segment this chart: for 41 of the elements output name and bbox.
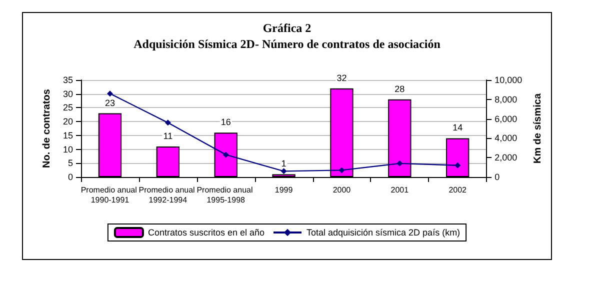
- x-tick-label: Promedio anual 1992-1994: [138, 186, 198, 204]
- y-axis-title: No. de contratos: [42, 88, 53, 168]
- y-tick-label: 5: [68, 158, 73, 168]
- data-label: 28: [394, 84, 405, 94]
- y2-tick-label: 6,000: [494, 114, 518, 124]
- x-tick-label: 1999: [274, 186, 294, 194]
- legend-label: Total adquisición sísmica 2D país (km): [306, 228, 460, 238]
- y-tick-label: 0: [68, 172, 73, 182]
- y2-tick-label: 8,000: [494, 94, 518, 104]
- point: [222, 152, 229, 158]
- y2-tick-label: 4,000: [494, 133, 518, 144]
- point: [396, 160, 403, 166]
- y-tick-label: 10: [62, 144, 73, 154]
- point: [338, 167, 345, 174]
- x-tick-label: Promedio anual 1990-1991: [80, 186, 140, 204]
- y-tick-label: 25: [62, 102, 73, 113]
- x-tick-label: 2000: [332, 186, 352, 194]
- y2-tick-label: 10,000: [494, 75, 522, 85]
- point: [164, 120, 171, 126]
- x-tick-label: 2001: [390, 186, 410, 194]
- data-label: 23: [104, 98, 115, 108]
- legend-label: Contratos suscritos en el año: [148, 228, 265, 238]
- x-tick-label: Promedio anual 1995-1998: [196, 186, 255, 204]
- x-tick-label: 2002: [448, 186, 468, 194]
- y2-tick-label: 2,000: [494, 152, 518, 163]
- data-label: 16: [220, 117, 231, 128]
- chart-subtitle: Adquisición Sísmica 2D- Número de contratos de asociación: [134, 37, 441, 51]
- point: [454, 162, 461, 168]
- point: [280, 168, 287, 174]
- y-tick-label: 30: [62, 88, 73, 99]
- chart-title: Gráfica 2: [262, 21, 312, 35]
- y-tick-label: 15: [62, 130, 73, 140]
- point: [106, 90, 113, 97]
- data-label: 11: [163, 131, 173, 142]
- y2-axis-title: Km de sísmica: [532, 93, 544, 164]
- data-label: 1: [281, 158, 286, 169]
- data-label: 14: [452, 122, 463, 133]
- y-tick-label: 20: [62, 116, 73, 127]
- y-tick-label: 35: [62, 75, 73, 85]
- y2-tick-label: 0: [494, 172, 500, 182]
- data-label: 32: [336, 72, 347, 83]
